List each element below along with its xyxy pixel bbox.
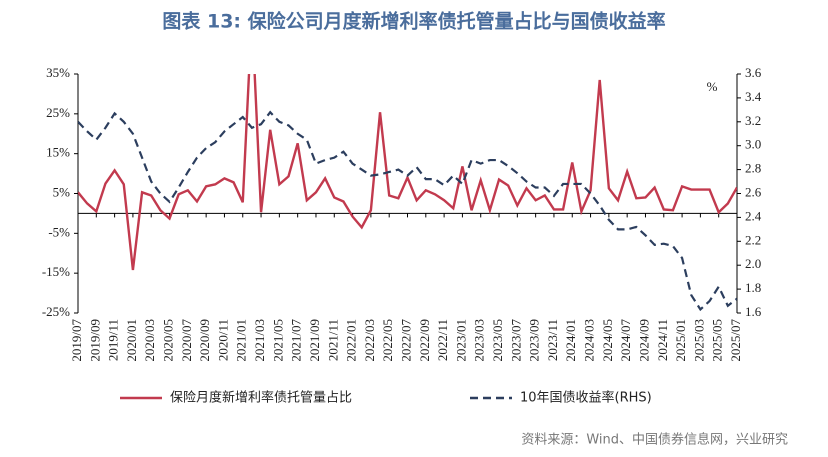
x-tick-label: 2019/11: [106, 319, 121, 361]
x-tick-label: 2025/03: [691, 319, 706, 362]
x-tick-label: 2024/09: [636, 319, 651, 362]
x-tick-label: 2023/01: [453, 319, 468, 362]
y2-unit: %: [707, 79, 718, 94]
x-tick-label: 2021/07: [289, 319, 304, 362]
x-tick-label: 2020/05: [161, 319, 176, 362]
y2-tick-label: 1.8: [745, 280, 761, 295]
x-tick-label: 2019/07: [69, 319, 84, 362]
source: 资料来源：Wind、中国债券信息网，兴业研究: [521, 432, 788, 448]
y2-tick-label: 3.0: [745, 137, 761, 152]
x-tick-label: 2024/03: [582, 319, 597, 362]
x-tick-label: 2024/05: [600, 319, 615, 362]
x-tick-label: 2023/09: [527, 319, 542, 362]
x-tick-label: 2022/01: [344, 319, 359, 362]
x-tick-label: 2025/01: [673, 319, 688, 362]
y2-tick-label: 2.8: [745, 161, 761, 176]
y2-tick-label: 2.4: [745, 208, 762, 223]
x-tick-label: 2020/01: [124, 319, 139, 362]
x-tick-label: 2025/05: [710, 319, 725, 362]
x-tick-label: 2022/11: [435, 319, 450, 361]
x-tick-label: 2023/07: [508, 319, 523, 362]
x-tick-label: 2021/09: [307, 319, 322, 362]
x-tick-label: 2021/05: [270, 319, 285, 362]
y-tick-label: 35%: [46, 65, 70, 80]
x-tick-label: 2025/07: [728, 319, 743, 362]
y2-tick-label: 1.6: [745, 304, 762, 319]
x-tick-label: 2021/03: [252, 319, 267, 362]
series-group: [78, 74, 737, 271]
x-tick-label: 2020/09: [197, 319, 212, 362]
x-tick-label: 2020/11: [215, 319, 230, 361]
y2-tick-label: 3.6: [745, 65, 762, 80]
y2-tick-label: 3.4: [745, 89, 762, 104]
legend-label: 10年国债收益率(RHS): [520, 390, 652, 406]
y2-tick-label: 2.6: [745, 184, 762, 199]
series-line: [78, 74, 737, 271]
x-tick-label: 2020/03: [142, 319, 157, 362]
x-tick-label: 2024/01: [563, 319, 578, 362]
legend-label: 保险月度新增利率债托管量占比: [170, 390, 352, 406]
x-tick-label: 2023/11: [545, 319, 560, 361]
x-tick-label: 2021/11: [325, 319, 340, 361]
x-tick-label: 2019/09: [87, 319, 102, 362]
x-tick-label: 2020/07: [179, 319, 194, 362]
y-tick-label: 5%: [53, 184, 71, 199]
y2-tick-label: 2.0: [745, 256, 761, 271]
y-tick-label: -5%: [48, 224, 70, 239]
y2-tick-label: 2.2: [745, 232, 761, 247]
x-tick-label: 2022/05: [380, 319, 395, 362]
y-tick-label: 25%: [46, 105, 70, 120]
x-tick-label: 2023/05: [490, 319, 505, 362]
x-tick-label: 2022/03: [362, 319, 377, 362]
y2-tick-label: 3.2: [745, 113, 761, 128]
y-tick-label: 15%: [46, 145, 70, 160]
x-tick-label: 2023/03: [472, 319, 487, 362]
series-group: [78, 110, 737, 312]
y-tick-label: -15%: [42, 264, 70, 279]
x-tick-label: 2021/01: [234, 319, 249, 362]
x-tick-label: 2024/07: [618, 319, 633, 362]
x-tick-label: 2022/09: [417, 319, 432, 362]
y-tick-label: -25%: [42, 304, 70, 319]
chart-title: 图表 13: 保险公司月度新增利率债托管量占比与国债收益率: [162, 10, 665, 33]
x-tick-label: 2024/11: [655, 319, 670, 361]
series-line: [78, 110, 737, 312]
x-tick-label: 2022/07: [398, 319, 413, 362]
